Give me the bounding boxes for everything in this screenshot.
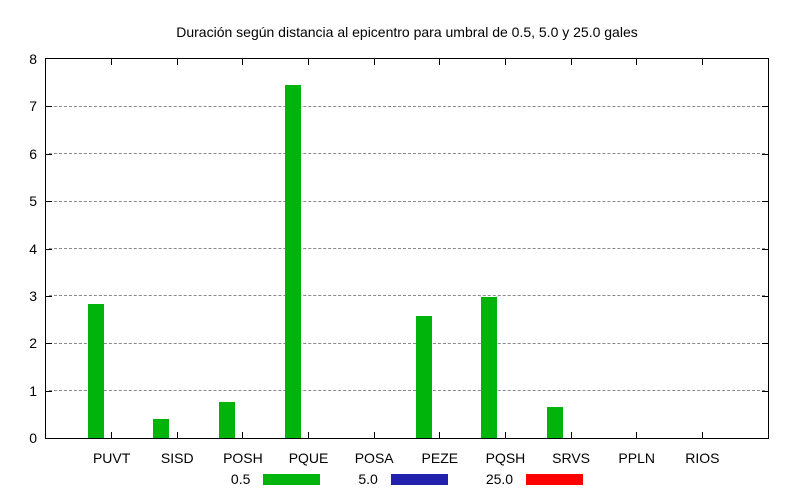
y-tick-mark xyxy=(762,201,768,203)
x-tick-label: PQUE xyxy=(288,450,329,466)
legend-swatch xyxy=(263,473,321,485)
grid-line xyxy=(49,200,765,202)
legend-label: 0.5 xyxy=(230,471,251,487)
legend-item: 25.0 xyxy=(485,471,584,487)
y-tick-mark xyxy=(46,295,52,297)
legend: 0.5 5.0 25.0 xyxy=(45,471,769,487)
legend-swatch xyxy=(390,473,448,485)
x-tick-mark xyxy=(570,432,572,438)
legend-item: 5.0 xyxy=(358,471,448,487)
y-tick-mark xyxy=(762,343,768,345)
grid-line xyxy=(49,295,765,297)
x-tick-mark xyxy=(111,432,113,438)
bar-PUVT-0.5 xyxy=(87,303,104,438)
x-tick-mark xyxy=(439,432,441,438)
y-tick-label: 8 xyxy=(29,51,37,67)
y-tick-label: 6 xyxy=(29,145,37,162)
x-tick-label: PQSH xyxy=(485,450,526,466)
y-tick-mark xyxy=(762,153,768,155)
x-tick-mark xyxy=(111,59,113,65)
x-tick-label: PPLN xyxy=(618,450,656,466)
y-tick-mark xyxy=(46,390,52,392)
x-tick-mark xyxy=(636,432,638,438)
x-tick-label: SRVS xyxy=(552,450,591,466)
y-tick-mark xyxy=(46,343,52,345)
plot-area xyxy=(45,58,769,439)
y-tick-label: 1 xyxy=(29,382,37,399)
bar-PQUE-0.5 xyxy=(284,84,301,438)
x-tick-mark xyxy=(636,59,638,65)
y-tick-label: 7 xyxy=(29,98,37,115)
y-tick-mark xyxy=(46,248,52,250)
x-tick-mark xyxy=(373,59,375,65)
x-tick-mark xyxy=(570,59,572,65)
legend-label: 5.0 xyxy=(358,471,378,487)
x-tick-label: PEZE xyxy=(421,450,459,466)
y-tick-label: 0 xyxy=(29,430,37,446)
y-tick-mark xyxy=(46,106,52,108)
y-tick-label: 2 xyxy=(29,335,37,352)
grid-line xyxy=(49,390,765,392)
x-tick-mark xyxy=(242,59,244,65)
grid-line xyxy=(49,105,765,107)
x-tick-label: RIOS xyxy=(685,450,720,466)
x-tick-mark xyxy=(504,59,506,65)
x-tick-label: PUVT xyxy=(92,450,131,466)
x-tick-label: SISD xyxy=(160,450,194,466)
bar-PEZE-0.5 xyxy=(415,315,432,438)
x-tick-mark xyxy=(176,432,178,438)
x-tick-mark xyxy=(308,432,310,438)
x-tick-mark xyxy=(504,432,506,438)
bar-SISD-0.5 xyxy=(153,419,170,438)
y-tick-label: 5 xyxy=(29,193,37,210)
y-tick-mark xyxy=(762,390,768,392)
y-tick-label: 3 xyxy=(29,287,37,304)
grid-line xyxy=(49,153,765,155)
x-tick-mark xyxy=(439,59,441,65)
bar-PQSH-0.5 xyxy=(481,297,498,438)
x-tick-label: POSA xyxy=(354,450,394,466)
y-tick-mark xyxy=(762,106,768,108)
legend-label: 25.0 xyxy=(485,471,514,487)
y-tick-mark xyxy=(762,295,768,297)
legend-swatch xyxy=(526,473,584,485)
y-tick-label: 4 xyxy=(29,240,37,257)
chart-title: Duración según distancia al epicentro pa… xyxy=(176,24,638,40)
x-tick-label: POSH xyxy=(223,450,263,466)
y-tick-mark xyxy=(46,153,52,155)
y-tick-mark xyxy=(762,248,768,250)
bar-POSH-0.5 xyxy=(218,402,235,438)
x-tick-mark xyxy=(242,432,244,438)
y-tick-mark xyxy=(46,201,52,203)
grid-line xyxy=(49,248,765,249)
grid-line xyxy=(49,342,765,344)
bar-SRVS-0.5 xyxy=(547,407,564,438)
x-tick-mark xyxy=(176,59,178,65)
legend-item: 0.5 xyxy=(230,471,321,487)
x-tick-mark xyxy=(701,59,703,65)
x-tick-mark xyxy=(308,59,310,65)
x-tick-mark xyxy=(701,432,703,438)
x-tick-mark xyxy=(373,432,375,438)
